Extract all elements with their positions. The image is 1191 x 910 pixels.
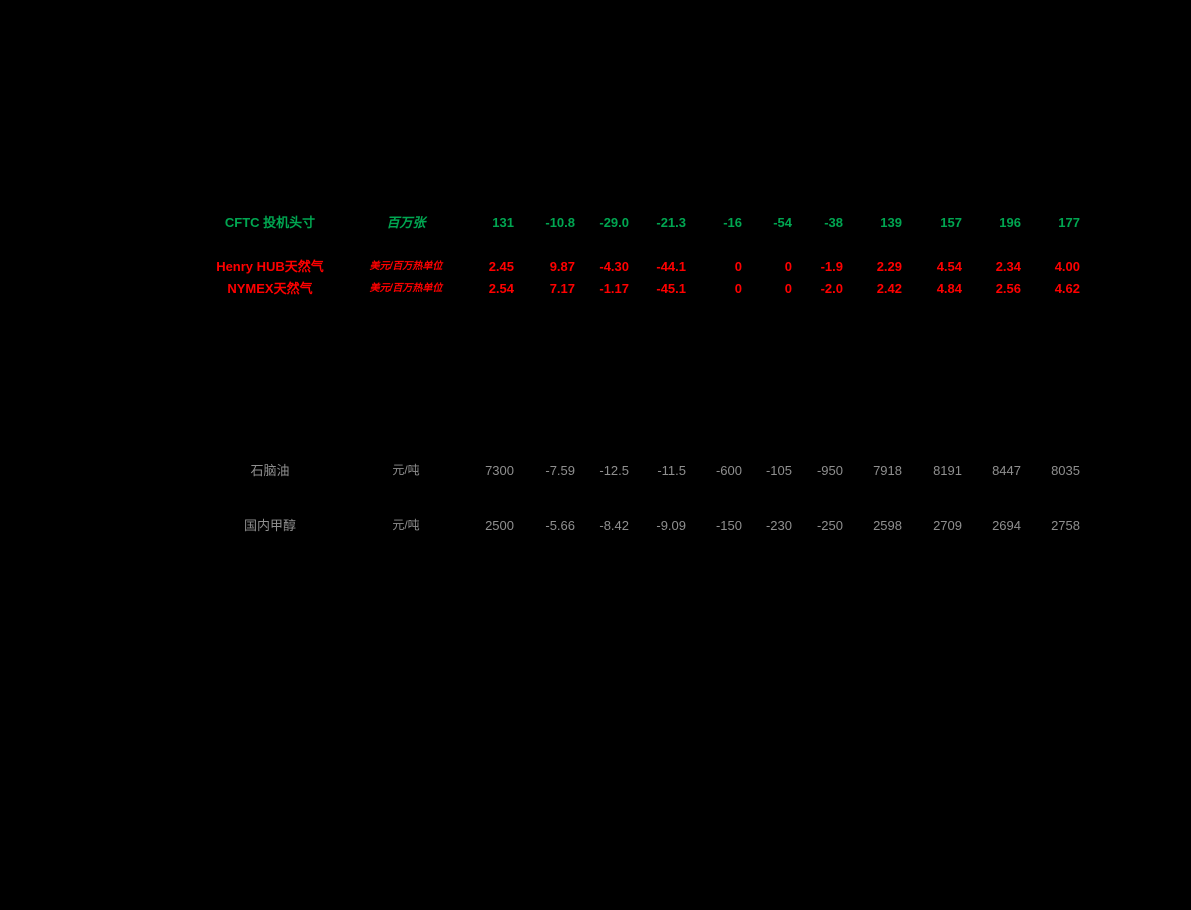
row-value: -9.09: [656, 518, 686, 533]
row-label: 国内甲醇: [243, 518, 296, 533]
row-label: NYMEX天然气: [227, 281, 313, 296]
row-value: -230: [765, 518, 792, 533]
row-value: -1.9: [820, 259, 843, 274]
row-value: 2.56: [995, 281, 1021, 296]
row-value: 0: [734, 259, 742, 274]
row-value: 2500: [485, 518, 514, 533]
row-value: 2758: [1051, 518, 1080, 533]
row-value: 4.62: [1054, 281, 1080, 296]
row-value: -250: [816, 518, 843, 533]
row-label: Henry HUB天然气: [216, 259, 324, 274]
row-value: 9.87: [549, 259, 575, 274]
row-value: 2.54: [488, 281, 514, 296]
row-value: 4.54: [936, 259, 962, 274]
row-value: 139: [880, 215, 902, 230]
row-value: -10.8: [545, 215, 575, 230]
row-value: 7.17: [549, 281, 575, 296]
row-value: -44.1: [656, 259, 686, 274]
row-value: 0: [784, 281, 792, 296]
row-value: -16: [723, 215, 742, 230]
row-unit: 百万张: [386, 215, 426, 230]
row-value: -105: [765, 463, 792, 478]
row-value: 2694: [992, 518, 1021, 533]
row-unit: 美元/百万热单位: [369, 283, 443, 294]
row-value: 7300: [485, 463, 514, 478]
row-value: 131: [492, 215, 514, 230]
row-value: -2.0: [820, 281, 843, 296]
row-value: 2709: [933, 518, 962, 533]
row-value: 157: [940, 215, 962, 230]
row-value: -600: [715, 463, 742, 478]
row-value: -1.17: [599, 281, 629, 296]
row-label: CFTC 投机头寸: [224, 215, 316, 230]
row-unit: 元/吨: [392, 463, 420, 477]
row-value: -12.5: [599, 463, 629, 478]
row-value: 2598: [873, 518, 902, 533]
row-value: 2.45: [488, 259, 514, 274]
row-value: 177: [1058, 215, 1080, 230]
row-value: -8.42: [599, 518, 629, 533]
row-value: 8035: [1051, 463, 1080, 478]
row-value: -54: [773, 215, 792, 230]
row-value: 4.84: [936, 281, 962, 296]
row-value: -7.59: [545, 463, 575, 478]
row-value: -150: [715, 518, 742, 533]
row-value: -29.0: [599, 215, 629, 230]
row-value: -38: [824, 215, 843, 230]
row-label: 石脑油: [250, 463, 290, 478]
row-value: -4.30: [599, 259, 629, 274]
row-value: 7918: [873, 463, 902, 478]
row-value: 2.34: [995, 259, 1021, 274]
row-unit: 美元/百万热单位: [369, 261, 443, 272]
row-value: 0: [784, 259, 792, 274]
row-value: 2.29: [876, 259, 902, 274]
row-value: 4.00: [1054, 259, 1080, 274]
row-unit: 元/吨: [392, 518, 420, 532]
row-value: 196: [999, 215, 1021, 230]
row-value: 8191: [933, 463, 962, 478]
row-value: -21.3: [656, 215, 686, 230]
row-value: -11.5: [657, 463, 686, 478]
row-value: 8447: [992, 463, 1021, 478]
row-value: 2.42: [876, 281, 902, 296]
row-value: -950: [816, 463, 843, 478]
row-value: 0: [734, 281, 742, 296]
row-value: -45.1: [656, 281, 686, 296]
row-value: -5.66: [545, 518, 575, 533]
